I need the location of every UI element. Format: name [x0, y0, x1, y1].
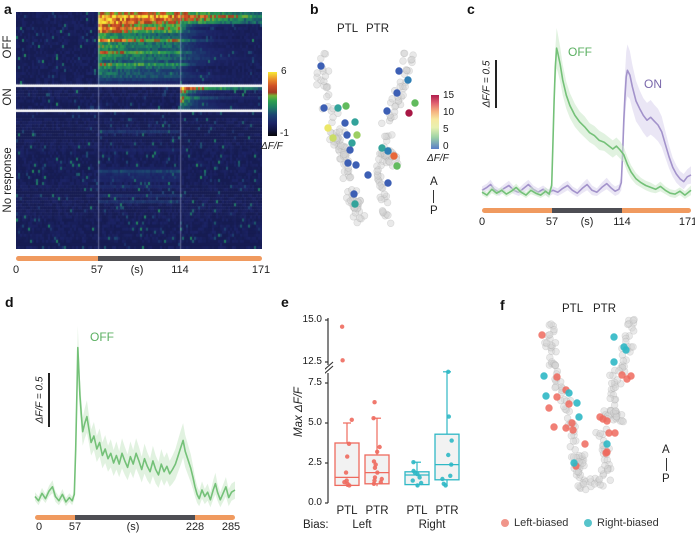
section-label-no-response: No response — [2, 147, 14, 213]
panel-e-label: e — [281, 294, 289, 310]
legend-dot-right-biased — [584, 519, 592, 527]
stimulus-dark-epoch — [552, 208, 622, 213]
b-tract-ptr: PTR — [366, 23, 389, 35]
cbar-b-15: 15 — [443, 90, 455, 101]
a-tick-114: 114 — [171, 264, 189, 276]
cbar-b-title: ΔF/F — [427, 153, 449, 164]
f-axis-a: A — [662, 444, 670, 456]
cbar-b-5: 5 — [443, 124, 449, 135]
e-ylabel: Max ΔF/F — [293, 387, 305, 437]
stimulus-bar-c — [482, 208, 691, 213]
e-ytick-0: 0.0 — [308, 497, 322, 508]
e-ytick-5: 5.0 — [308, 417, 322, 428]
panel-d-label: d — [5, 294, 14, 310]
heatmap-canvas — [16, 12, 262, 249]
c-tick-57: 57 — [545, 216, 559, 228]
a-tick-s: (s) — [130, 264, 144, 276]
e-box-label-2: PTR — [365, 505, 389, 517]
f-tract-ptr: PTR — [593, 303, 616, 315]
c-tick-s: (s) — [580, 216, 594, 228]
b-tract-ptl: PTL — [337, 23, 359, 35]
c-scalebar-line — [495, 60, 497, 108]
colorbar-b — [431, 95, 439, 149]
f-tract-ptl: PTL — [562, 303, 584, 315]
stimulus-bar-a — [16, 256, 262, 261]
d-scalebar-line — [48, 373, 50, 427]
colorbar-a — [268, 72, 277, 136]
section-label-on: ON — [2, 88, 14, 106]
trace-plot-d — [34, 325, 236, 508]
e-ytick-7-5: 7.5 — [308, 377, 322, 388]
b-axis-line — [433, 190, 434, 203]
e-ytick-12-5: 12.5 — [302, 356, 322, 367]
stimulus-bar-d — [35, 515, 235, 520]
stimulus-dark-epoch — [75, 515, 195, 520]
d-tick-285: 285 — [221, 521, 241, 533]
c-on-label: ON — [644, 77, 662, 91]
c-tick-114: 114 — [613, 216, 631, 228]
panel-a-label: a — [4, 1, 12, 17]
scatter-f — [538, 315, 638, 494]
a-tick-0: 0 — [12, 264, 20, 276]
d-off-label: OFF — [90, 330, 114, 344]
legend-right-biased: Right-biased — [597, 517, 659, 529]
cbar-b-10: 10 — [443, 107, 455, 118]
e-ytick-2-5: 2.5 — [308, 457, 322, 468]
colorbar-a-title: ΔF/F — [261, 141, 283, 152]
a-tick-171: 171 — [251, 264, 271, 276]
panel-f-label: f — [500, 297, 505, 313]
a-tick-57: 57 — [90, 264, 104, 276]
legend-left-biased: Left-biased — [514, 517, 569, 529]
e-bias-right: Right — [418, 519, 446, 531]
d-tick-0: 0 — [35, 521, 43, 533]
c-off-label: OFF — [568, 45, 592, 59]
c-tick-171: 171 — [678, 216, 695, 228]
section-label-off: OFF — [2, 35, 14, 59]
d-scalebar-label: ΔF/F = 0.5 — [34, 376, 46, 424]
legend-dot-left-biased — [501, 519, 509, 527]
e-ytick-15: 15.0 — [302, 314, 322, 325]
e-bias-label: Bias: — [303, 519, 329, 531]
stimulus-dark-epoch — [98, 256, 180, 261]
e-box-label-3: PTL — [406, 505, 428, 517]
c-tick-0: 0 — [478, 216, 486, 228]
scatter-b — [313, 49, 419, 228]
e-bias-left: Left — [352, 519, 372, 531]
e-box-label-1: PTL — [336, 505, 358, 517]
panel-b-label: b — [310, 1, 319, 17]
f-axis-line — [666, 458, 667, 471]
cbar-b-0: 0 — [443, 141, 449, 152]
trace-plot-c — [481, 28, 692, 199]
f-axis-p: P — [662, 473, 670, 485]
colorbar-a-min: -1 — [280, 128, 289, 139]
panel-c-label: c — [467, 1, 475, 17]
b-axis-p: P — [430, 205, 438, 217]
boxplot-e — [325, 318, 460, 504]
e-box-label-4: PTR — [435, 505, 459, 517]
colorbar-a-max: 6 — [281, 66, 287, 77]
d-tick-57: 57 — [68, 521, 82, 533]
c-scalebar-label: ΔF/F = 0.5 — [481, 60, 493, 108]
d-tick-228: 228 — [185, 521, 205, 533]
d-tick-s: (s) — [126, 521, 140, 533]
b-axis-a: A — [430, 176, 438, 188]
